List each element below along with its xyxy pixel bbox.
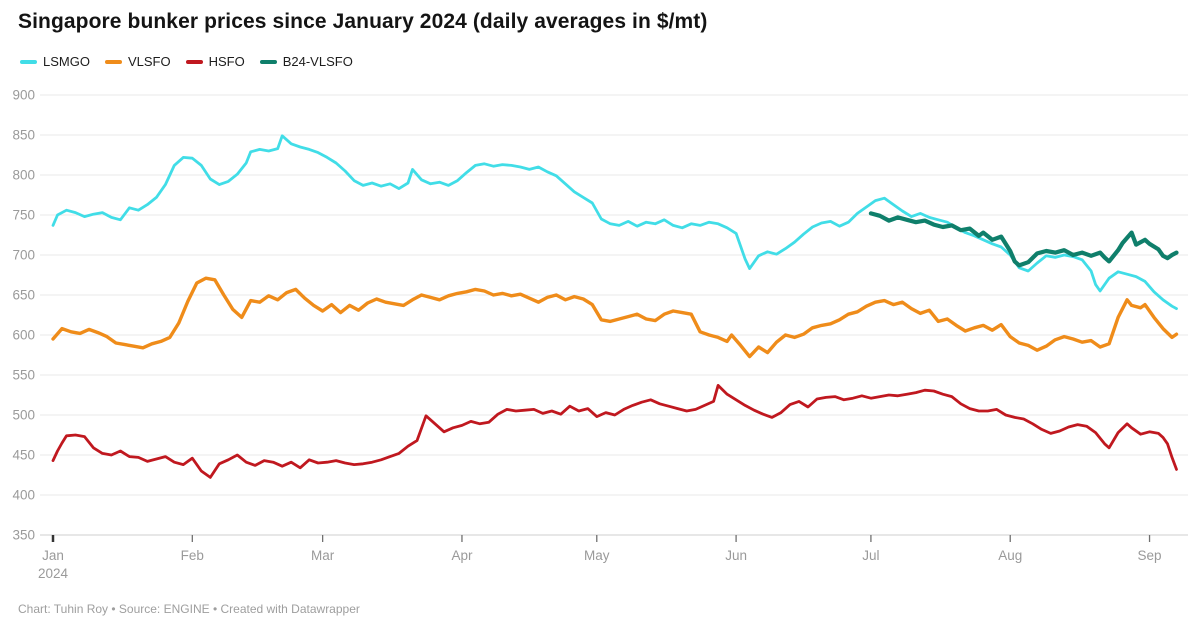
y-tick-label: 800 (12, 168, 35, 183)
x-tick-label: May (584, 548, 610, 563)
series-line-lsmgo (51, 134, 1178, 310)
legend-item-lsmgo: LSMGO (20, 54, 90, 69)
legend-item-b24-vlsfo: B24-VLSFO (259, 54, 353, 69)
y-tick-label: 900 (12, 88, 35, 103)
y-tick-label: 750 (12, 208, 35, 223)
series-line-b24-vlsfo (868, 211, 1179, 268)
series-line-vlsfo (51, 276, 1179, 359)
y-tick-label: 500 (12, 408, 35, 423)
series-line-hsfo (51, 384, 1178, 479)
legend-swatch-hsfo (185, 59, 203, 64)
legend: LSMGO VLSFO HSFO B24-VLSFO (20, 54, 353, 69)
legend-item-hsfo: HSFO (185, 54, 245, 69)
legend-swatch-b24-vlsfo (259, 59, 277, 64)
y-tick-label: 400 (12, 488, 35, 503)
x-tick-label: Sep (1138, 548, 1162, 563)
x-tick-label: Mar (311, 548, 335, 563)
y-tick-label: 450 (12, 448, 35, 463)
legend-swatch-vlsfo (104, 59, 122, 64)
x-tick-label: Jun (725, 548, 747, 563)
x-tick-label: Aug (998, 548, 1022, 563)
y-tick-label: 600 (12, 328, 35, 343)
chart-footer: Chart: Tuhin Roy • Source: ENGINE • Crea… (18, 602, 360, 616)
legend-label: B24-VLSFO (282, 54, 353, 69)
legend-item-vlsfo: VLSFO (104, 54, 171, 69)
x-tick-label: Jul (862, 548, 879, 563)
legend-label: LSMGO (43, 54, 90, 69)
y-tick-label: 550 (12, 368, 35, 383)
x-tick-year-label: 2024 (38, 566, 69, 581)
y-tick-label: 850 (12, 128, 35, 143)
y-tick-label: 700 (12, 248, 35, 263)
legend-label: HSFO (208, 54, 245, 69)
legend-swatch-lsmgo (20, 59, 37, 64)
x-tick-label: Jan (42, 548, 64, 563)
y-tick-label: 350 (12, 528, 35, 543)
x-tick-label: Apr (451, 548, 473, 563)
y-tick-label: 650 (12, 288, 35, 303)
x-tick-label: Feb (181, 548, 204, 563)
legend-label: VLSFO (127, 54, 171, 69)
chart-title: Singapore bunker prices since January 20… (18, 10, 708, 33)
